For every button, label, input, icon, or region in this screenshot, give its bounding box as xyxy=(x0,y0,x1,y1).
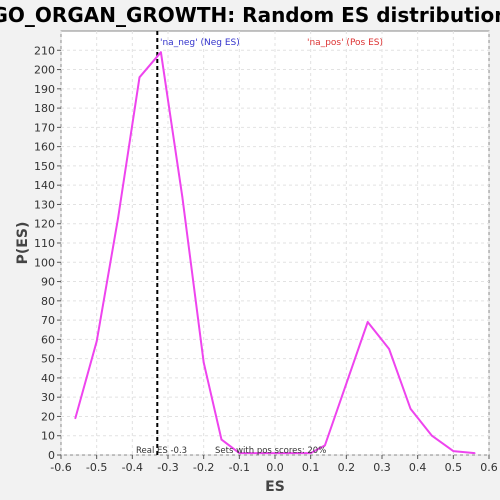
data-point xyxy=(431,434,433,437)
y-tick-label: 130 xyxy=(34,198,55,211)
data-point xyxy=(452,450,455,452)
y-tick-label: 60 xyxy=(41,333,55,346)
annotations: Real ES -0.3 Sets with pos scores: 20% xyxy=(136,446,326,456)
y-tick-label: 50 xyxy=(41,353,55,366)
data-point xyxy=(309,452,312,454)
y-tick-label: 180 xyxy=(34,102,55,115)
y-tick-label: 80 xyxy=(41,295,55,308)
data-point xyxy=(202,361,205,364)
y-tick-label: 10 xyxy=(41,430,55,443)
x-tick-label: -0.3 xyxy=(157,461,178,474)
y-tick-label: 120 xyxy=(34,218,55,231)
data-point xyxy=(409,407,412,410)
y-tick-label: 200 xyxy=(34,64,55,77)
data-point xyxy=(74,417,77,420)
data-point xyxy=(324,444,326,447)
x-tick-label: 0.1 xyxy=(302,461,320,474)
data-point xyxy=(95,340,98,343)
data-point xyxy=(473,452,476,454)
x-tick-label: -0.4 xyxy=(122,461,143,474)
x-tick-label: 0.4 xyxy=(409,461,427,474)
annotation-label: Sets with pos scores: 20% xyxy=(215,446,326,456)
y-tick-label: 70 xyxy=(41,314,55,327)
legend-entry: 'na_neg' (Neg ES) xyxy=(160,38,240,48)
data-point xyxy=(263,452,266,454)
axes: -0.6 -0.5 -0.4 -0.3 -0.2 -0.1 0.0 0.1 0.2 0.3 0.4 0… xyxy=(34,44,498,474)
legend: 'na_neg' (Neg ES) 'na_pos' (Pos ES) xyxy=(160,38,383,48)
y-tick-label: 100 xyxy=(34,256,55,269)
x-tick-label: 0.2 xyxy=(338,461,356,474)
series-group xyxy=(74,51,476,455)
data-point xyxy=(388,348,390,350)
x-tick-label: -0.5 xyxy=(86,461,107,474)
y-tick-label: 160 xyxy=(34,141,55,154)
y-tick-label: 210 xyxy=(34,44,55,57)
annotation-label: Real ES -0.3 xyxy=(136,446,187,456)
x-tick-label: 0.3 xyxy=(373,461,391,474)
data-point xyxy=(366,321,369,323)
x-tick-label: 0.6 xyxy=(480,461,498,474)
y-tick-label: 30 xyxy=(41,391,55,404)
x-axis-label: ES xyxy=(265,479,285,495)
x-tick-label: -0.2 xyxy=(193,461,214,474)
data-point xyxy=(181,195,184,198)
y-tick-label: 0 xyxy=(48,449,55,462)
y-tick-label: 20 xyxy=(41,410,55,423)
y-tick-label: 170 xyxy=(34,121,55,134)
y-tick-label: 150 xyxy=(34,160,55,173)
y-tick-label: 40 xyxy=(41,372,55,385)
chart-title: GO_ORGAN_GROWTH: Random ES distribution xyxy=(0,3,500,27)
x-tick-label: -0.6 xyxy=(50,461,71,474)
y-tick-label: 190 xyxy=(34,83,55,96)
x-tick-label: 0.0 xyxy=(266,461,284,474)
data-point xyxy=(117,217,119,219)
data-point xyxy=(138,76,141,79)
y-axis-label: P(ES) xyxy=(15,222,31,265)
x-tick-label: 0.5 xyxy=(445,461,463,474)
y-tick-label: 90 xyxy=(41,276,55,289)
data-point xyxy=(345,382,348,385)
y-tick-label: 110 xyxy=(34,237,55,250)
data-point xyxy=(160,51,162,53)
y-tick-label: 140 xyxy=(34,179,55,192)
data-point xyxy=(220,438,223,441)
data-point xyxy=(238,452,241,454)
legend-entry: 'na_pos' (Pos ES) xyxy=(307,38,383,48)
x-tick-label: -0.1 xyxy=(229,461,250,474)
